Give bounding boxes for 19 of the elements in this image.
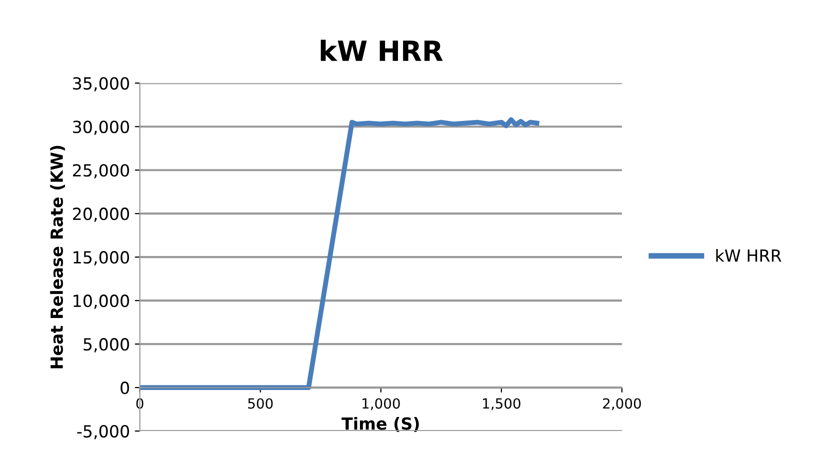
x-tick-label: 1,500 xyxy=(483,398,520,410)
y-tick-label: 15,000 xyxy=(74,251,130,266)
y-tick-label: 35,000 xyxy=(73,77,130,92)
y-tick-label: 0 xyxy=(120,382,130,394)
y-tick-label: -5,000 xyxy=(77,425,130,440)
y-tick-label: 5,000 xyxy=(84,338,130,352)
x-tick-label: 0 xyxy=(136,398,144,409)
x-tick-label: 2,000 xyxy=(603,398,641,410)
y-tick-label: 25,000 xyxy=(73,164,130,178)
y-tick-label: 20,000 xyxy=(73,208,130,222)
y-tick-label: 30,000 xyxy=(73,120,130,135)
y-axis-title: Heat Release Rate (KW) xyxy=(50,146,65,368)
x-tick-label: 500 xyxy=(248,398,273,409)
line-series xyxy=(140,117,540,390)
y-tick-label: 10,000 xyxy=(74,294,130,309)
x-axis-title: Time (S) xyxy=(342,416,419,432)
legend-label: kW HRR xyxy=(716,249,782,262)
x-tick-label: 1,000 xyxy=(362,398,400,410)
chart-title: kW HRR xyxy=(320,40,443,61)
